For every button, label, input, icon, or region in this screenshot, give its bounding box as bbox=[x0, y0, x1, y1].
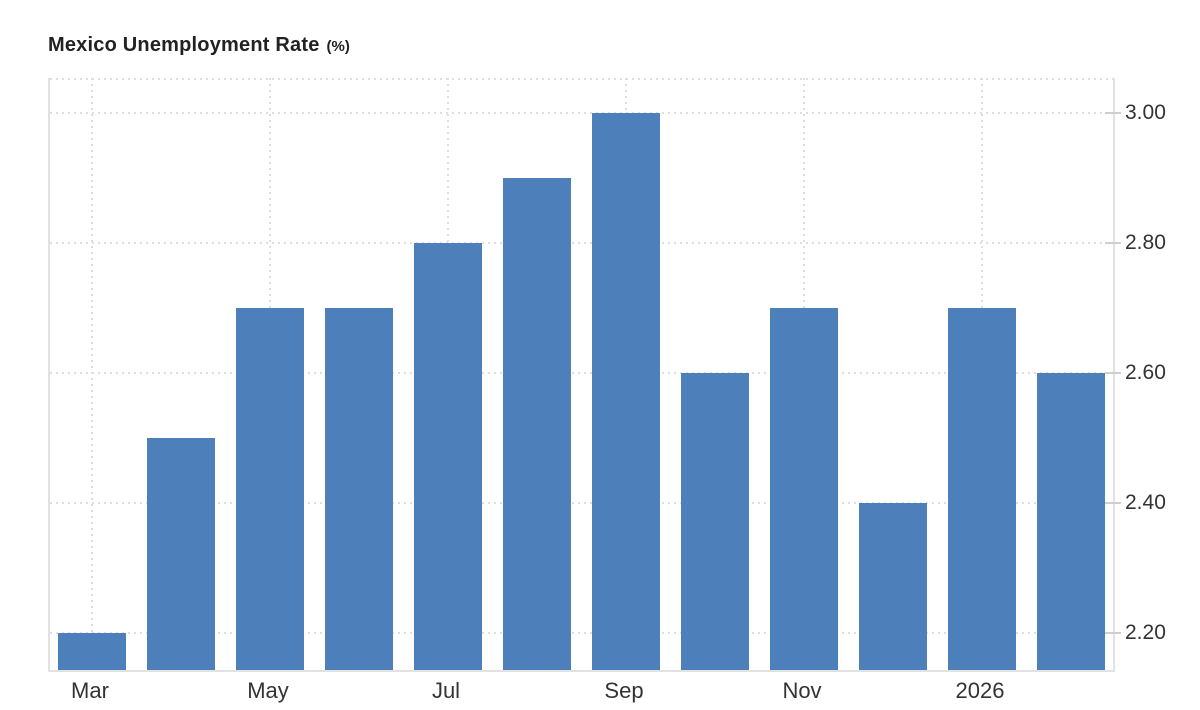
bar-aug[interactable] bbox=[503, 178, 571, 670]
bar-jun[interactable] bbox=[325, 308, 393, 670]
y-axis-tick bbox=[1105, 242, 1121, 245]
h-gridline-2.80 bbox=[50, 242, 1113, 245]
h-gridline-2.20 bbox=[50, 631, 1113, 634]
y-axis-label: 2.60 bbox=[1125, 361, 1166, 385]
y-axis-label: 2.80 bbox=[1125, 231, 1166, 255]
plot-top-border bbox=[50, 78, 1113, 80]
x-axis-label-may: May bbox=[247, 678, 289, 703]
bar-sep[interactable] bbox=[592, 113, 660, 670]
y-axis-label: 2.40 bbox=[1125, 490, 1166, 514]
chart-title-text: Mexico Unemployment Rate bbox=[48, 34, 320, 56]
x-axis-label-jul: Jul bbox=[431, 678, 461, 703]
h-gridline-2.60 bbox=[50, 372, 1113, 375]
chart-title-unit: (%) bbox=[326, 38, 350, 55]
x-axis-label-2026: 2026 bbox=[955, 678, 1005, 703]
bar-mar[interactable] bbox=[58, 633, 126, 670]
h-gridline-3.00 bbox=[50, 112, 1113, 115]
y-axis-tick bbox=[1105, 501, 1121, 504]
bar-2026[interactable] bbox=[948, 308, 1016, 670]
y-axis-label: 3.00 bbox=[1125, 101, 1166, 125]
bar-nov[interactable] bbox=[770, 308, 838, 670]
y-axis-tick bbox=[1105, 112, 1121, 115]
x-axis-label-sep: Sep bbox=[604, 678, 644, 703]
bar-dec[interactable] bbox=[859, 503, 927, 670]
bar-jul[interactable] bbox=[414, 243, 482, 670]
bar-oct[interactable] bbox=[681, 373, 749, 670]
bar-feb[interactable] bbox=[1037, 373, 1105, 670]
x-axis-label-mar: Mar bbox=[71, 678, 109, 703]
v-gridline-mar bbox=[91, 78, 93, 670]
bar-may[interactable] bbox=[236, 308, 304, 670]
bar-apr[interactable] bbox=[147, 438, 215, 670]
y-axis-tick bbox=[1105, 631, 1121, 634]
y-axis-tick bbox=[1105, 372, 1121, 375]
chart-title: Mexico Unemployment Rate (%) bbox=[48, 34, 350, 57]
plot-area bbox=[48, 78, 1115, 672]
x-axis-label-nov: Nov bbox=[782, 678, 822, 703]
y-axis-label: 2.20 bbox=[1125, 620, 1166, 644]
h-gridline-2.40 bbox=[50, 501, 1113, 504]
